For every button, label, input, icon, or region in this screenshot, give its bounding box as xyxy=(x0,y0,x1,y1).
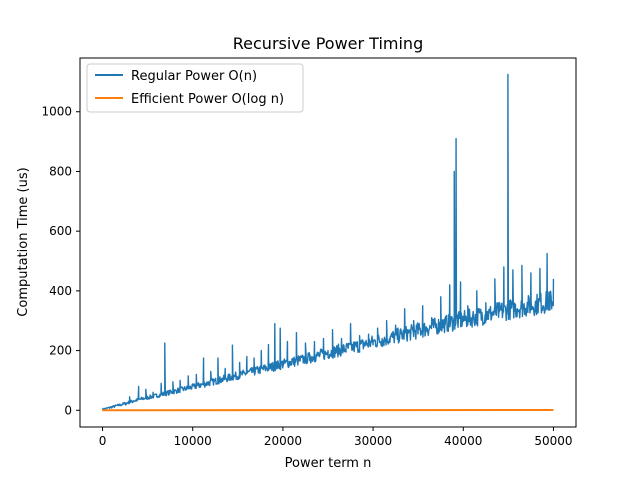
y-tick-label: 400 xyxy=(49,284,72,298)
y-tick-label: 600 xyxy=(49,224,72,238)
plot-area xyxy=(101,73,555,412)
legend: Regular Power O(n) Efficient Power O(log… xyxy=(86,63,304,113)
chart-title: Recursive Power Timing xyxy=(233,34,423,53)
axes-frame xyxy=(79,57,577,428)
x-axis-label: Power term n xyxy=(285,456,372,471)
y-axis-label: Computation Time (us) xyxy=(16,167,31,316)
legend-label-regular: Regular Power O(n) xyxy=(131,69,257,84)
series-line-regular xyxy=(101,73,555,411)
axes: 0 10000 20000 30000 40000 50000 0 200 400 600 800 1… xyxy=(41,57,577,448)
x-tick-label: 20000 xyxy=(264,434,302,448)
x-tick-label: 40000 xyxy=(444,434,482,448)
legend-box xyxy=(86,63,304,113)
x-tick-label: 30000 xyxy=(354,434,392,448)
y-tick-label: 800 xyxy=(49,164,72,178)
series-regular xyxy=(101,73,555,411)
x-tick-label: 10000 xyxy=(174,434,212,448)
x-tick-label: 50000 xyxy=(534,434,572,448)
legend-label-efficient: Efficient Power O(log n) xyxy=(131,92,284,107)
x-tick-label: 0 xyxy=(99,434,107,448)
y-tick-label: 1000 xyxy=(41,105,72,119)
y-tick-label: 0 xyxy=(64,403,72,417)
y-tick-label: 200 xyxy=(49,344,72,358)
